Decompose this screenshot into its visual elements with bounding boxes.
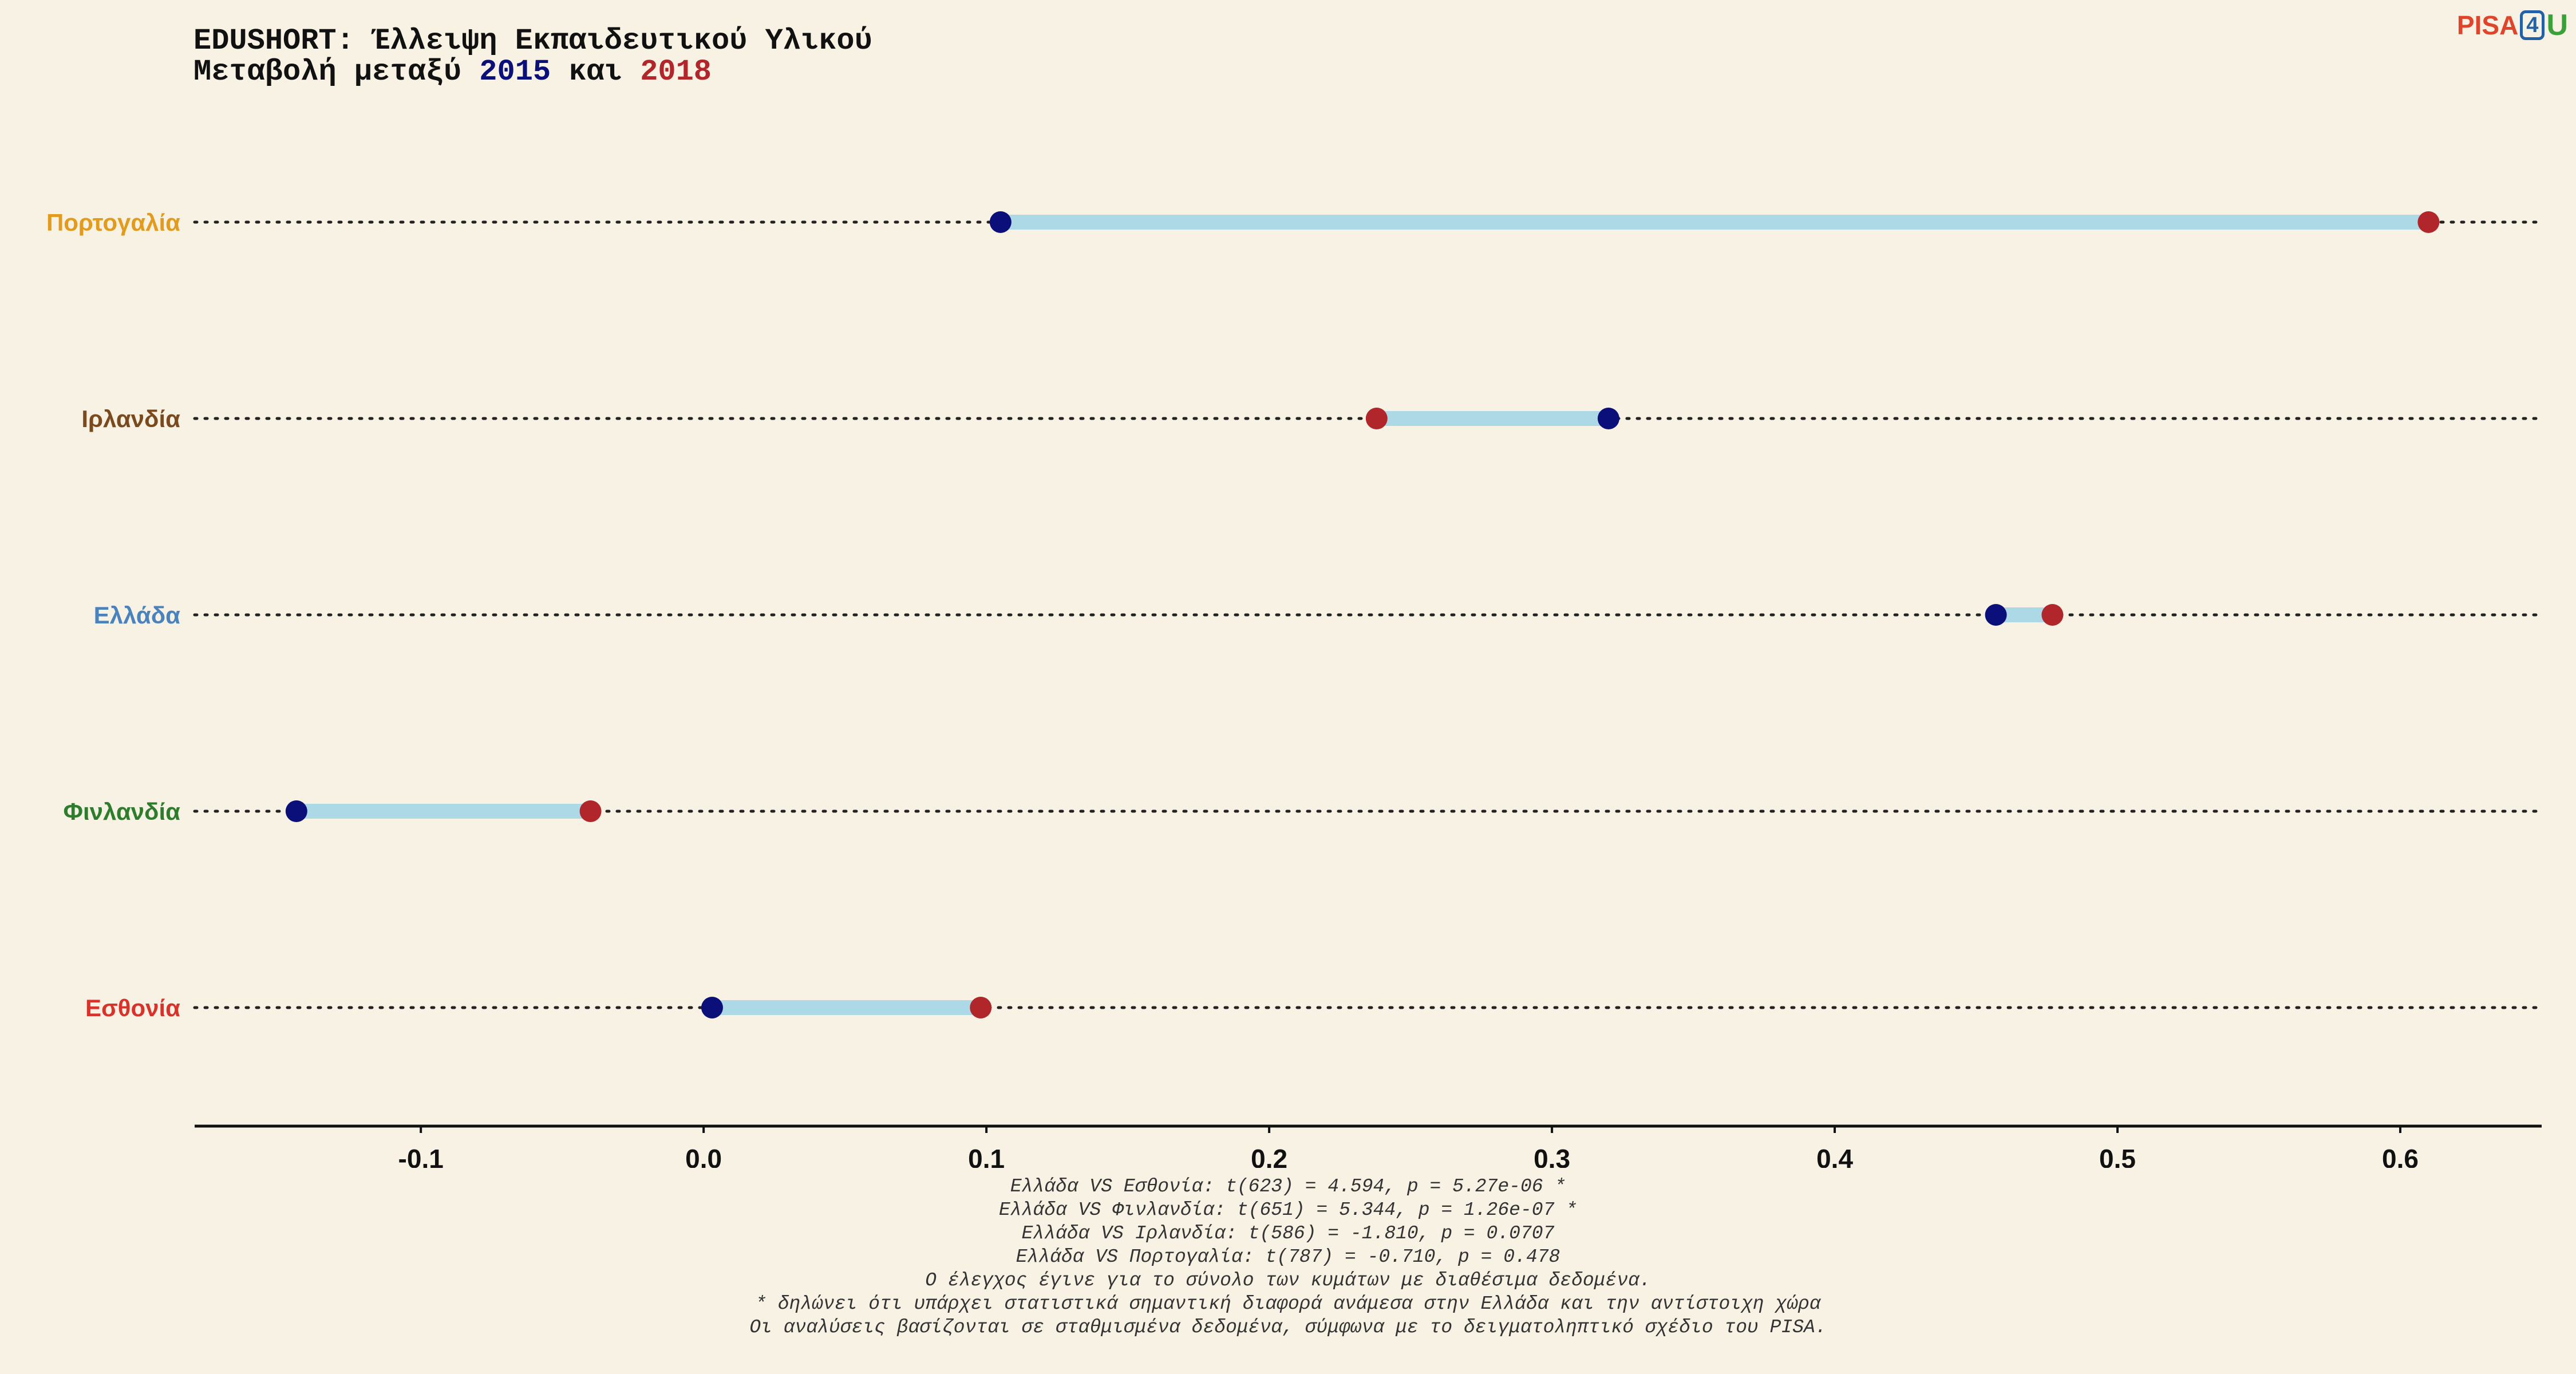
x-tick-label: 0.6 xyxy=(2382,1144,2419,1168)
x-tick-label: 0.2 xyxy=(1251,1144,1287,1168)
pisa4u-logo: PISA 4 U xyxy=(2457,8,2568,42)
country-label: Εσθονία xyxy=(85,994,180,1021)
logo-pisa-text: PISA xyxy=(2456,10,2519,40)
x-tick-label: 0.5 xyxy=(2099,1144,2136,1168)
country-label: Ιρλανδία xyxy=(81,405,180,432)
point-2018 xyxy=(2417,211,2440,233)
x-tick-label: 0.0 xyxy=(685,1144,722,1168)
point-2018 xyxy=(2041,604,2064,626)
x-tick-label: 0.1 xyxy=(968,1144,1005,1168)
point-2015 xyxy=(1985,604,2007,626)
chart-subtitle: Μεταβολή μεταξύ 2015 και 2018 xyxy=(193,55,712,89)
point-2015 xyxy=(285,800,307,822)
subtitle-prefix: Μεταβολή μεταξύ xyxy=(193,55,462,89)
point-2015 xyxy=(701,997,723,1018)
logo-u-text: U xyxy=(2546,9,2568,42)
x-tick-label: 0.3 xyxy=(1534,1144,1570,1168)
subtitle-year-2015: 2015 xyxy=(479,55,551,89)
note-line: Ελλάδα VS Φινλανδία: t(651) = 5.344, p =… xyxy=(999,1199,1577,1221)
test-notes: Ελλάδα VS Εσθονία: t(623) = 4.594, p = 5… xyxy=(0,1175,2576,1339)
point-2015 xyxy=(989,211,1012,233)
x-tick-label: -0.1 xyxy=(398,1144,444,1168)
point-2018 xyxy=(1365,408,1388,429)
country-label: Πορτογαλία xyxy=(46,209,180,236)
note-line: Οι αναλύσεις βασίζονται σε σταθμισμένα δ… xyxy=(749,1317,1827,1338)
subtitle-year-2018: 2018 xyxy=(640,55,712,89)
chart-title: EDUSHORT: Έλλειψη Εκπαιδευτικού Υλικού xyxy=(193,24,872,58)
point-2018 xyxy=(579,800,602,822)
logo-four-text: 4 xyxy=(2520,10,2545,40)
point-2018 xyxy=(970,997,992,1018)
note-line: Ελλάδα VS Πορτογαλία: t(787) = -0.710, p… xyxy=(1016,1246,1560,1268)
country-label: Ελλάδα xyxy=(94,602,181,629)
subtitle-mid: και xyxy=(568,55,622,89)
note-line: Ο έλεγχος έγινε για το σύνολο των κυμάτω… xyxy=(925,1270,1651,1291)
x-tick-label: 0.4 xyxy=(1816,1144,1853,1168)
note-line: Ελλάδα VS Εσθονία: t(623) = 4.594, p = 5… xyxy=(1010,1176,1566,1197)
country-label: Φινλανδία xyxy=(64,798,181,825)
dumbbell-chart: Πορτογαλία Ιρλανδία Ελλάδα Φινλανδία Εσθονία… xyxy=(46,209,2543,1168)
point-2015 xyxy=(1597,408,1619,429)
note-line: * δηλώνει ότι υπάρχει στατιστικά σημαντι… xyxy=(755,1293,1821,1314)
note-line: Ελλάδα VS Ιρλανδία: t(586) = -1.810, p =… xyxy=(1021,1223,1555,1244)
